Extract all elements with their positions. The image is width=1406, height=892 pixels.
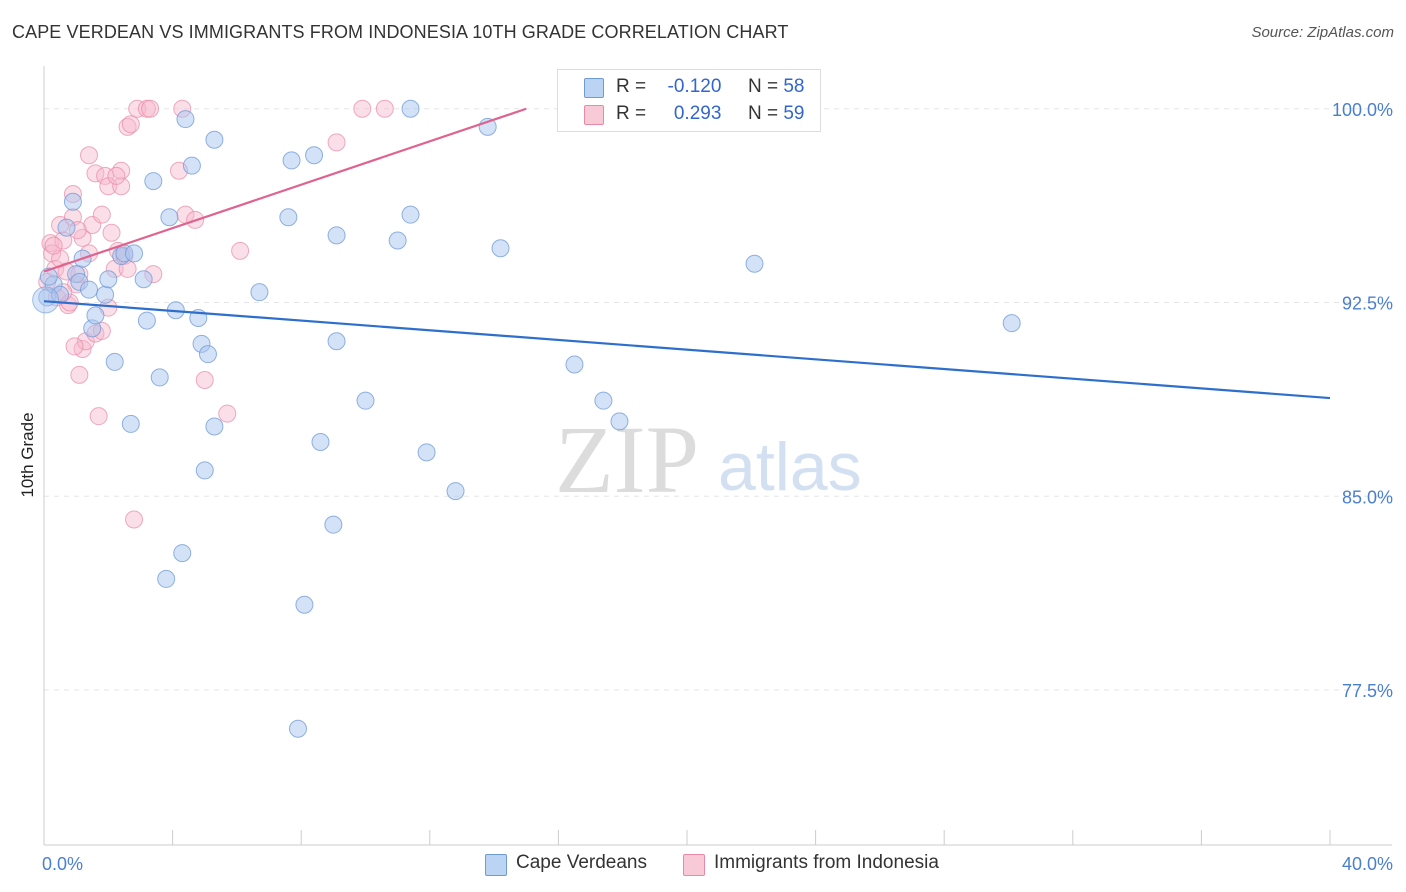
x-tick-label-start: 0.0% [42, 854, 83, 874]
y-tick-label: 85.0% [1342, 487, 1393, 507]
data-point-indonesia [44, 236, 63, 255]
trend-lines [43, 107, 1331, 400]
stats-legend: R = -0.120 N = 58 R = 0.293 N = 59 [557, 69, 821, 132]
legend-pink-n: 59 [783, 103, 805, 124]
data-point-cape-verdean [182, 156, 201, 175]
data-point-cape-verdean [173, 544, 192, 563]
data-point-cape-verdean [144, 172, 163, 191]
data-point-cape-verdean [401, 99, 420, 118]
data-point-cape-verdean [279, 208, 298, 227]
data-point-indonesia [375, 99, 394, 118]
bottom-legend-swatch-pink [683, 854, 705, 876]
data-point-indonesia [118, 117, 137, 136]
data-point-cape-verdean [80, 280, 99, 299]
y-tick-label: 77.5% [1342, 681, 1393, 701]
data-point-cape-verdean [446, 482, 465, 501]
data-point-indonesia [218, 404, 237, 423]
data-point-cape-verdean [1002, 314, 1021, 333]
axes [43, 66, 1392, 846]
data-point-indonesia [125, 510, 144, 529]
data-point-cape-verdean [176, 110, 195, 129]
data-point-cape-verdean [745, 254, 764, 273]
data-point-cape-verdean [125, 244, 144, 263]
series-cape-verdean-points [32, 99, 1021, 738]
legend-blue-r: -0.120 [667, 76, 722, 97]
watermark: ZIP atlas [555, 406, 862, 513]
data-point-cape-verdean [137, 311, 156, 330]
data-point-cape-verdean [311, 433, 330, 451]
data-point-cape-verdean [491, 239, 510, 258]
data-point-cape-verdean [205, 130, 224, 149]
data-point-cape-verdean [32, 286, 60, 314]
source-label: Source: ZipAtlas.com [1251, 24, 1394, 41]
y-tick-label: 92.5% [1342, 294, 1393, 314]
legend-r-label: R = [616, 103, 647, 124]
data-point-indonesia [112, 161, 131, 180]
trend-line-indonesia [43, 107, 527, 273]
data-point-cape-verdean [96, 285, 115, 304]
data-point-indonesia [231, 241, 250, 260]
data-point-cape-verdean [250, 283, 269, 302]
data-point-cape-verdean [63, 192, 82, 211]
legend-blue-n: 58 [783, 76, 805, 97]
data-point-cape-verdean [195, 461, 214, 480]
bottom-legend-label-blue: Cape Verdeans [516, 852, 647, 873]
tick-labels: 100.0% 92.5% 85.0% 77.5% 0.0% 40.0% [42, 100, 1393, 874]
data-point-cape-verdean [157, 569, 176, 588]
data-point-cape-verdean [324, 515, 343, 534]
data-point-cape-verdean [105, 352, 124, 371]
data-point-cape-verdean [610, 412, 629, 431]
data-point-indonesia [70, 365, 89, 384]
legend-n-label: N = [747, 103, 779, 124]
data-point-cape-verdean [198, 345, 217, 364]
data-point-indonesia [80, 146, 99, 165]
data-point-cape-verdean [205, 417, 224, 436]
data-point-indonesia [102, 223, 121, 242]
legend-swatch-blue [584, 78, 604, 98]
legend-r-label: R = [616, 76, 647, 97]
data-point-cape-verdean [121, 414, 140, 433]
data-point-indonesia [195, 371, 214, 389]
data-point-cape-verdean [57, 218, 76, 237]
data-point-indonesia [92, 205, 111, 224]
data-point-indonesia [141, 99, 160, 118]
data-point-cape-verdean [282, 151, 301, 170]
legend-n-label: N = [747, 76, 779, 97]
data-point-indonesia [65, 337, 84, 356]
legend-swatch-pink [584, 105, 604, 125]
data-point-cape-verdean [327, 332, 346, 351]
data-point-indonesia [128, 99, 147, 118]
legend-pink-r: 0.293 [673, 103, 722, 124]
data-point-indonesia [107, 166, 126, 185]
data-point-indonesia [353, 99, 372, 118]
data-point-cape-verdean [327, 226, 346, 245]
data-point-cape-verdean [288, 719, 307, 738]
data-point-cape-verdean [388, 231, 407, 250]
data-point-cape-verdean [150, 368, 169, 387]
data-point-cape-verdean [134, 270, 153, 289]
data-point-cape-verdean [356, 391, 375, 410]
data-point-cape-verdean [99, 270, 118, 289]
data-point-cape-verdean [417, 443, 436, 462]
data-point-indonesia [327, 133, 346, 152]
y-tick-label: 100.0% [1332, 100, 1393, 120]
data-point-indonesia [89, 407, 108, 426]
bottom-legend-label-pink: Immigrants from Indonesia [714, 852, 939, 873]
watermark-atlas: atlas [718, 429, 862, 505]
gridlines [44, 108, 1392, 691]
data-point-cape-verdean [160, 208, 179, 227]
data-point-cape-verdean [565, 355, 584, 374]
data-point-cape-verdean [594, 391, 613, 410]
data-point-indonesia [121, 115, 140, 134]
chart-title: CAPE VERDEAN VS IMMIGRANTS FROM INDONESI… [12, 22, 789, 42]
x-tick-label-end: 40.0% [1342, 854, 1393, 874]
data-point-cape-verdean [295, 595, 314, 614]
trend-line-cape-verdean [43, 300, 1331, 400]
data-point-cape-verdean [305, 146, 324, 165]
data-point-cape-verdean [401, 205, 420, 224]
data-point-cape-verdean [86, 306, 105, 325]
data-point-indonesia [112, 177, 131, 196]
bottom-legend-swatch-blue [485, 854, 507, 876]
